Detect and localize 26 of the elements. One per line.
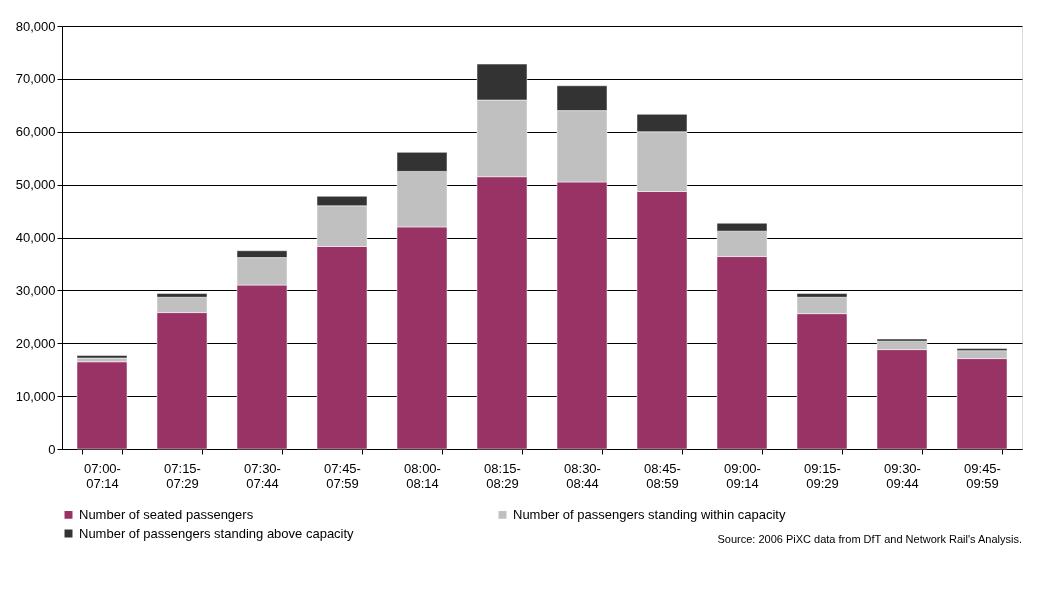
x-tick-label: 09:45-09:59: [964, 460, 1001, 491]
x-tick-label: 09:00-09:14: [724, 460, 761, 491]
source-note: Source: 2006 PiXC data from DfT and Network Rail's Analysis.: [717, 533, 1022, 545]
y-tick-label: 10,000: [15, 388, 56, 404]
x-tick-label: 07:45-07:59: [324, 460, 361, 491]
x-tick-label: 07:00-07:14: [84, 460, 121, 491]
x-tick-label: 08:45-08:59: [644, 460, 681, 491]
y-tick-label: 50,000: [15, 177, 56, 193]
y-tick-label: 40,000: [15, 230, 56, 245]
y-tick-label: 60,000: [15, 124, 56, 140]
y-tick-label: 0: [48, 441, 56, 457]
x-tick-label: 07:15-07:29: [164, 460, 201, 491]
y-tick-label: 20,000: [15, 335, 56, 351]
x-tick-label: 08:15-08:29: [484, 460, 521, 491]
y-tick-label: 80,000: [15, 18, 56, 34]
legend-label: Number of seated passengers: [79, 506, 254, 522]
x-tick-label: 09:30-09:44: [884, 460, 921, 491]
y-tick-label: 30,000: [15, 282, 56, 298]
y-tick-label: 70,000: [15, 71, 56, 87]
x-tick-label: 07:30-07:44: [244, 460, 281, 491]
bar: [76, 361, 128, 450]
legend-label: Number of passengers standing within capacity: [513, 506, 786, 522]
x-tick-label: 09:15-09:29: [804, 460, 841, 491]
x-tick-label: 08:30-08:44: [564, 460, 601, 491]
legend-label: Number of passengers standing above capacity: [79, 525, 355, 541]
x-tick-label: 08:00-08:14: [404, 460, 441, 491]
